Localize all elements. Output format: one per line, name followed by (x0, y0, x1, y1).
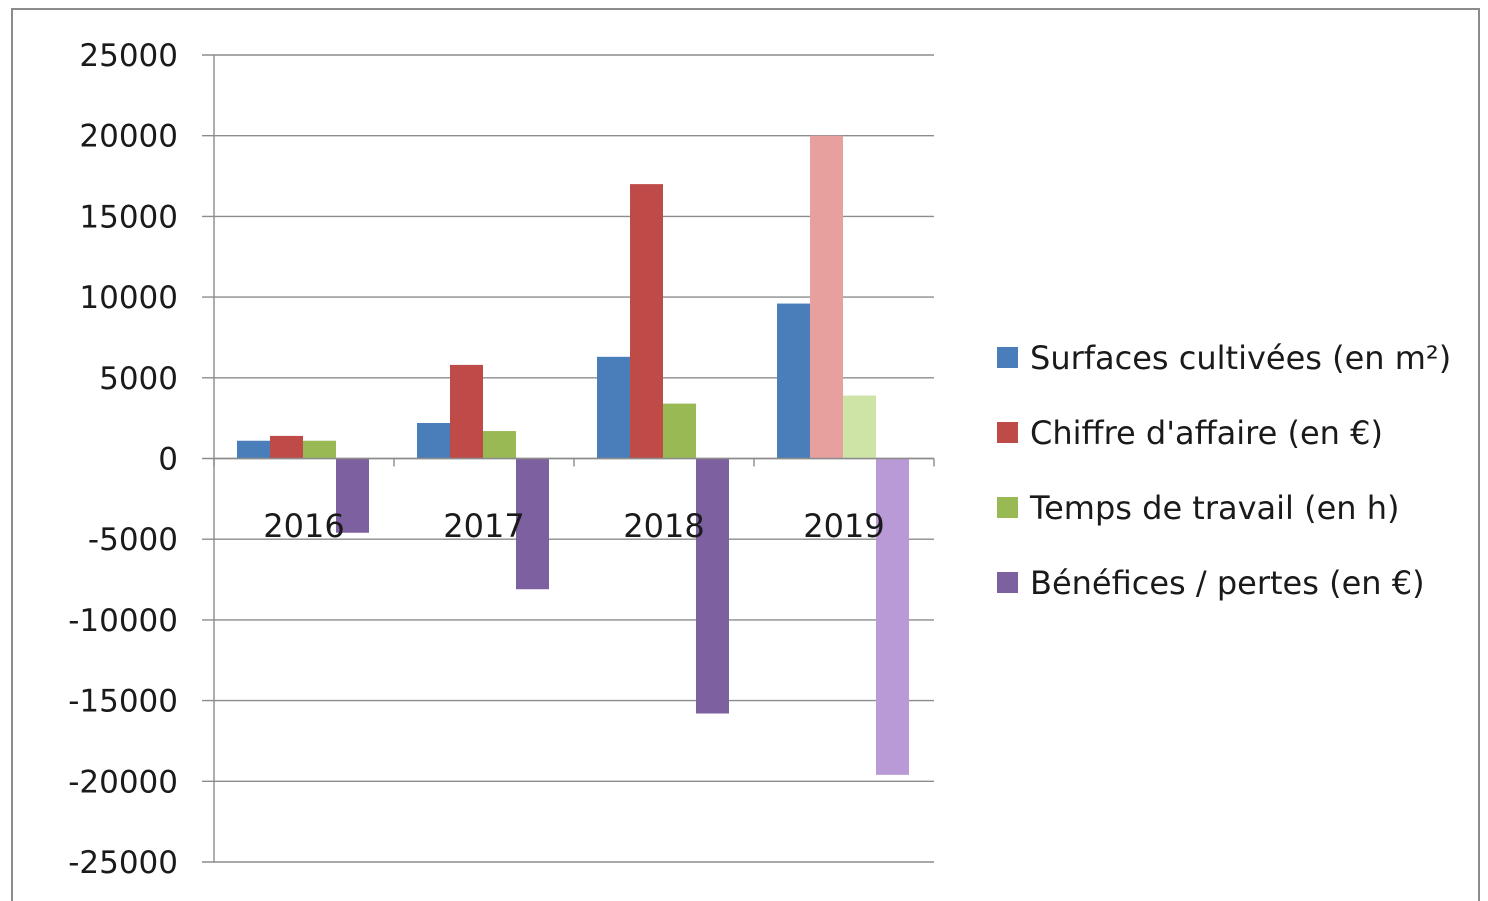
legend-label: Chiffre d'affaire (en €) (1030, 413, 1383, 452)
legend-swatch (997, 497, 1018, 518)
x-category-label: 2017 (443, 507, 524, 545)
legend-swatch (997, 422, 1018, 443)
bar-2018-series-1 (597, 356, 630, 459)
legend: Surfaces cultivées (en m²) Chiffre d'affa… (997, 320, 1451, 620)
y-tick-label: -25000 (68, 845, 178, 881)
legend-label: Bénéfices / pertes (en €) (1030, 563, 1425, 602)
bar-2018-series-4 (696, 458, 729, 714)
y-tick-label: 15000 (79, 199, 178, 235)
bar-2016-series-3 (303, 440, 336, 459)
gridlines (202, 54, 934, 863)
bars (237, 135, 909, 775)
x-category-label: 2018 (623, 507, 704, 545)
bar-2018-series-2 (630, 184, 663, 459)
y-tick-label: 5000 (99, 361, 178, 397)
bar-2019-series-2 (810, 135, 843, 459)
legend-label: Surfaces cultivées (en m²) (1030, 338, 1452, 377)
y-tick-label: -5000 (88, 522, 178, 558)
legend-item: Surfaces cultivées (en m²) (997, 320, 1451, 395)
axes (213, 55, 935, 862)
bar-2016-series-4 (336, 458, 369, 533)
legend-item: Bénéfices / pertes (en €) (997, 545, 1451, 620)
bar-2017-series-2 (450, 364, 483, 459)
legend-item: Temps de travail (en h) (997, 470, 1451, 545)
y-tick-label: 20000 (79, 119, 178, 155)
y-tick-label: -20000 (68, 764, 178, 800)
y-tick-label: 10000 (79, 280, 178, 316)
legend-swatch (997, 572, 1018, 593)
bar-2019-series-4 (876, 458, 909, 775)
bar-2016-series-1 (237, 440, 270, 459)
x-category-label: 2016 (263, 507, 344, 545)
y-tick-label: 25000 (79, 38, 178, 74)
y-tick-label: -10000 (68, 603, 178, 639)
bar-2019-series-1 (777, 303, 810, 459)
legend-swatch (997, 347, 1018, 368)
legend-item: Chiffre d'affaire (en €) (997, 395, 1451, 470)
bar-2016-series-2 (270, 435, 303, 459)
bar-2019-series-3 (843, 395, 876, 459)
x-category-label: 2019 (803, 507, 884, 545)
y-tick-label: -15000 (68, 684, 178, 720)
legend-label: Temps de travail (en h) (1030, 488, 1400, 527)
bar-2017-series-4 (516, 458, 549, 590)
bar-2017-series-1 (417, 422, 450, 459)
bar-2017-series-3 (483, 431, 516, 459)
axis-labels: 25000 20000 15000 10000 5000 0 -5000 -10000 -150… (68, 38, 885, 881)
y-tick-label: 0 (158, 442, 178, 478)
bar-2018-series-3 (663, 403, 696, 459)
